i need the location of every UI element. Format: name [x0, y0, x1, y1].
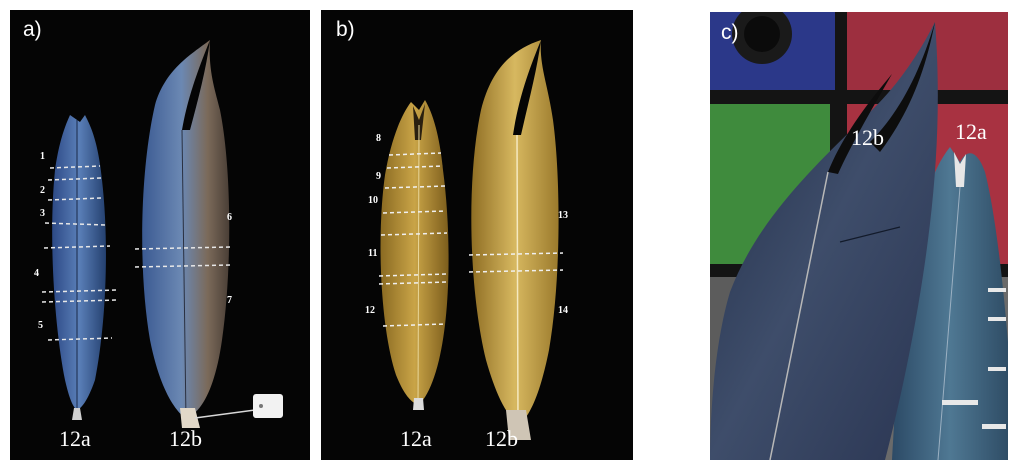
measure-number-13: 13	[558, 210, 568, 221]
measure-number-10: 10	[368, 195, 378, 206]
feather-label-12b: 12b	[851, 125, 884, 150]
panel-c-image	[710, 12, 1008, 460]
measure-number-7: 7	[227, 295, 232, 306]
specimen-tag	[253, 394, 283, 418]
measure-number-12: 12	[365, 305, 375, 316]
panel-label-b: b)	[336, 18, 355, 41]
measure-number-8: 8	[376, 133, 381, 144]
measure-number-11: 11	[368, 248, 378, 259]
feather-label-12a: 12a	[955, 119, 987, 144]
panel-b: b) 8 9 10 11 12 13 14 12a 12b	[321, 10, 633, 460]
feather-12b-shape	[142, 40, 230, 418]
feather-label-12a: 12a	[59, 426, 91, 451]
feather-12a-shape	[380, 100, 449, 405]
measure-number-14: 14	[558, 305, 568, 316]
feather-label-12a: 12a	[400, 426, 432, 451]
panel-label-a: a)	[23, 18, 42, 41]
feather-12b-shape	[471, 40, 559, 425]
feather-label-12b: 12b	[169, 426, 202, 451]
feather-label-12b: 12b	[485, 426, 518, 451]
feather-12a-shape	[52, 115, 106, 410]
measure-number-5: 5	[38, 320, 43, 331]
measure-number-4: 4	[34, 268, 39, 279]
measure-number-3: 3	[40, 208, 45, 219]
measure-number-1: 1	[40, 151, 45, 162]
panel-b-image	[378, 40, 564, 440]
panel-label-c: c)	[721, 21, 739, 44]
panel-c: c) 12b 12a	[710, 12, 1008, 460]
measure-number-2: 2	[40, 185, 45, 196]
panel-a: a) 1 2 3 4 5 6 7 12a 12b	[10, 10, 310, 460]
panel-a-image	[41, 40, 283, 428]
measure-number-6: 6	[227, 212, 232, 223]
measure-number-9: 9	[376, 171, 381, 182]
